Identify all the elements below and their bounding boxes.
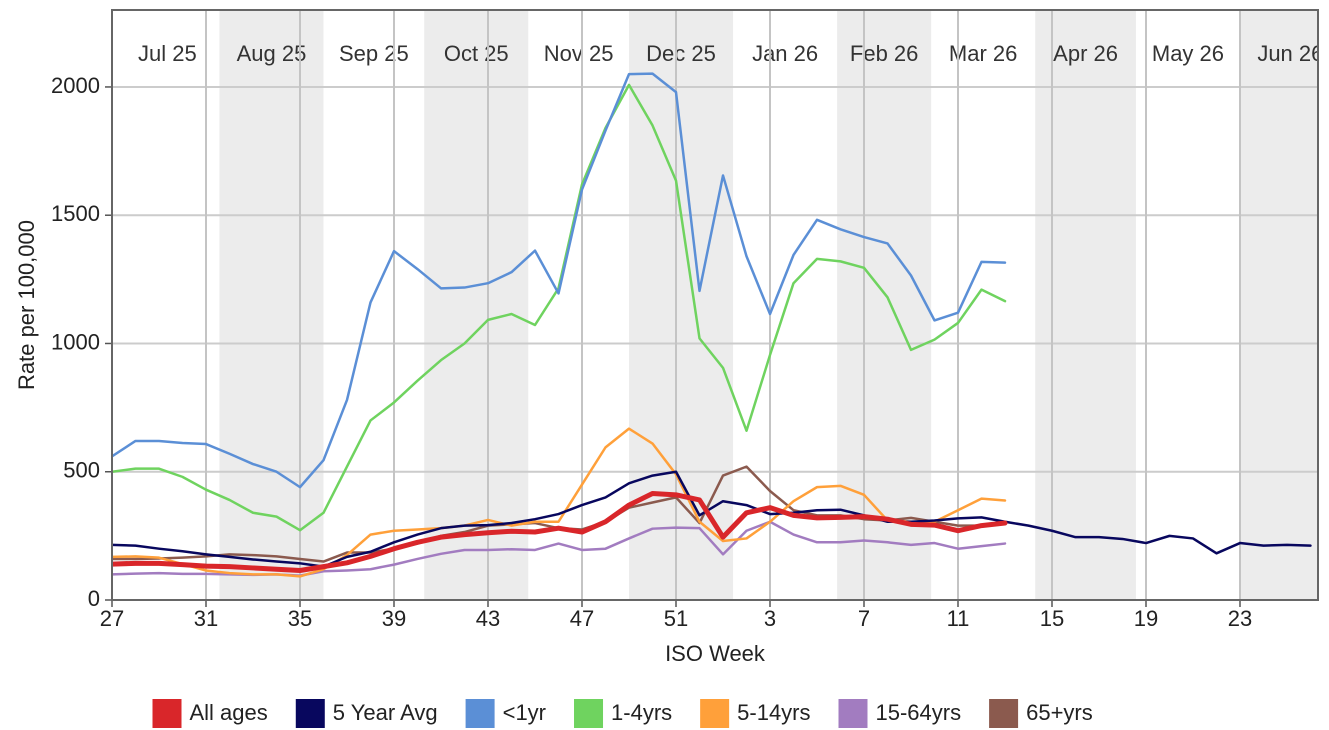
y-tick-label: 1500 xyxy=(51,201,100,226)
x-tick-label: 31 xyxy=(194,606,218,631)
y-tick-label: 1000 xyxy=(51,329,100,354)
month-label: Feb 26 xyxy=(850,41,919,66)
grid xyxy=(111,10,1318,601)
month-label: Jan 26 xyxy=(752,41,818,66)
legend-label: 1-4yrs xyxy=(611,700,672,725)
month-label: Nov 25 xyxy=(544,41,614,66)
legend: All ages 5 Year Avg <1yr 1-4yrs 5-14yrs 15-64… xyxy=(152,699,1093,728)
legend-label: 5-14yrs xyxy=(737,700,810,725)
legend-swatch xyxy=(152,699,182,728)
y-tick-label: 500 xyxy=(63,458,100,483)
x-tick-label: 23 xyxy=(1228,606,1252,631)
legend-swatch xyxy=(989,699,1019,728)
x-tick-label: 47 xyxy=(570,606,594,631)
month-label: Jul 25 xyxy=(138,41,197,66)
series-line xyxy=(112,72,1007,489)
legend-swatch xyxy=(574,699,604,728)
month-label: Mar 26 xyxy=(949,41,1017,66)
legend-label: 15-64yrs xyxy=(876,700,962,725)
x-tick-label: 3 xyxy=(764,606,776,631)
month-label: Aug 25 xyxy=(237,41,307,66)
month-label: Dec 25 xyxy=(646,41,716,66)
month-label: Jun 26 xyxy=(1257,41,1323,66)
series-line xyxy=(112,491,1008,573)
x-tick-label: 51 xyxy=(664,606,688,631)
month-band xyxy=(219,10,324,600)
legend-swatch xyxy=(700,699,730,728)
legend-label: <1yr xyxy=(503,700,546,725)
month-bands: Jul 25 Aug 25 Sep 25 Oct 25 Nov 25 Dec 25 Jan … xyxy=(138,10,1323,600)
month-label: Sep 25 xyxy=(339,41,409,66)
month-band xyxy=(1035,10,1136,600)
series-line xyxy=(112,427,1007,578)
axes: 0 500 1000 1500 2000 27 31 35 39 43 47 51 3 7 11 15 19 23 xyxy=(51,9,1319,631)
x-tick-label: 39 xyxy=(382,606,406,631)
legend-swatch xyxy=(838,699,868,728)
x-tick-label: 19 xyxy=(1134,606,1158,631)
legend-label: 5 Year Avg xyxy=(333,700,438,725)
x-tick-label: 15 xyxy=(1040,606,1064,631)
legend-swatch xyxy=(465,699,495,728)
x-tick-label: 35 xyxy=(288,606,312,631)
x-axis-title: ISO Week xyxy=(665,641,766,666)
lines xyxy=(112,72,1312,578)
x-tick-label: 7 xyxy=(858,606,870,631)
plot-frame xyxy=(111,9,1319,601)
month-band xyxy=(1240,10,1318,600)
legend-label: All ages xyxy=(190,700,268,725)
legend-swatch xyxy=(295,699,325,728)
y-tick-label: 2000 xyxy=(51,73,100,98)
legend-label: 65+yrs xyxy=(1026,700,1093,725)
series-line xyxy=(112,470,1312,568)
month-band xyxy=(629,10,734,600)
month-band xyxy=(837,10,932,600)
month-label: Oct 25 xyxy=(444,41,509,66)
x-tick-label: 11 xyxy=(947,606,970,631)
month-band xyxy=(424,10,529,600)
y-axis-title: Rate per 100,000 xyxy=(14,220,39,390)
y-tick-label: 0 xyxy=(88,586,100,611)
x-tick-label: 27 xyxy=(100,606,124,631)
month-label: Apr 26 xyxy=(1053,41,1118,66)
month-label: May 26 xyxy=(1152,41,1224,66)
x-tick-label: 43 xyxy=(476,606,500,631)
